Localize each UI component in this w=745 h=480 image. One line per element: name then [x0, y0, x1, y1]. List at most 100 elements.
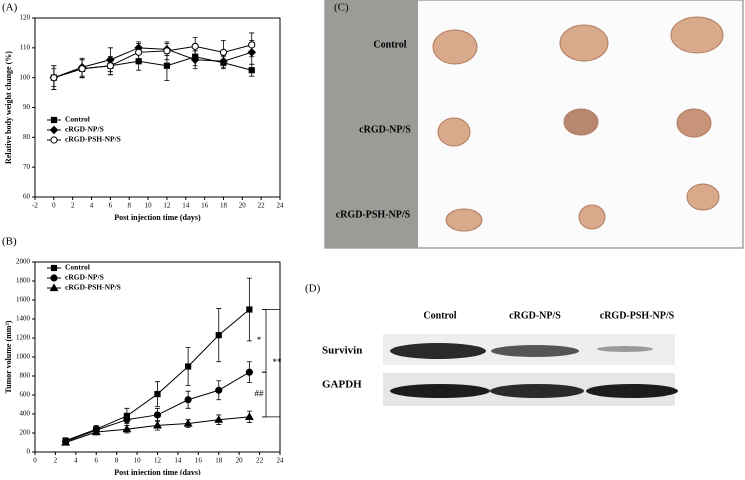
legend-marker: [50, 116, 58, 124]
significance-label: ##: [255, 389, 265, 399]
x-tick-label: 6: [109, 202, 113, 210]
legend-marker: [50, 264, 58, 272]
row-label: Survivin: [322, 345, 362, 357]
x-tick-label: 0: [33, 457, 37, 465]
marker: [153, 420, 162, 429]
x-tick-label: 14: [182, 202, 190, 210]
x-tick-label: 14: [174, 457, 182, 465]
x-tick-label: 18: [215, 457, 223, 465]
y-axis-title: Relative body weight change (%): [4, 51, 13, 164]
tumor: [437, 117, 471, 147]
marker: [219, 48, 228, 56]
marker: [248, 41, 256, 49]
x-tick-label: 20: [236, 457, 244, 465]
x-tick-label: 10: [145, 202, 153, 210]
series-line: [53, 44, 252, 79]
marker: [215, 386, 223, 394]
marker: [214, 415, 224, 423]
y-tick-label: 1200: [16, 334, 31, 342]
x-tick-label: 22: [256, 457, 264, 465]
panel-c: (C) Control cRGD-NP/S cRGD-PSH-NP/S: [324, 0, 744, 249]
band: [586, 384, 678, 398]
band: [597, 346, 653, 352]
marker: [246, 306, 253, 313]
tumor: [676, 108, 712, 138]
tumor: [670, 16, 724, 54]
y-tick-label: 400: [20, 410, 31, 418]
column-label: cRGD-NP/S: [509, 310, 561, 321]
x-tick-label: 2: [71, 202, 75, 210]
panel-label: (C): [334, 2, 349, 14]
marker: [78, 65, 86, 73]
legend-marker: [49, 283, 59, 292]
x-tick-label: 10: [134, 457, 142, 465]
x-tick-label: 8: [115, 457, 119, 465]
y-tick-label: 80: [23, 133, 31, 141]
marker: [135, 48, 143, 56]
x-tick-label: 24: [277, 457, 285, 465]
marker: [244, 412, 254, 420]
tumors: [432, 16, 724, 232]
band: [490, 384, 584, 398]
significance-label: **: [273, 357, 283, 367]
marker: [122, 424, 132, 433]
significance-label: *: [257, 335, 262, 345]
y-tick-label: 70: [23, 163, 31, 171]
y-tick-label: 100: [20, 73, 31, 81]
row-label: Control: [373, 39, 406, 50]
legend-label: cRGD-NP/S: [65, 125, 104, 134]
tumor: [686, 183, 720, 211]
legend-label: cRGD-PSH-NP/S: [65, 283, 121, 292]
legend-label: Control: [65, 115, 90, 124]
marker: [248, 67, 255, 74]
row-label: cRGD-PSH-NP/S: [336, 209, 411, 220]
marker: [153, 411, 162, 419]
marker: [191, 42, 199, 50]
marker: [61, 437, 71, 446]
y-tick-label: 800: [20, 372, 31, 380]
legend-marker: [49, 125, 59, 135]
tumor: [578, 204, 606, 230]
panel-label: (D): [305, 283, 321, 295]
row-label: GAPDH: [322, 379, 362, 391]
legend-label: Control: [65, 263, 90, 272]
marker: [91, 427, 101, 436]
x-tick-label: 16: [201, 202, 209, 210]
y-tick-label: 1000: [16, 353, 31, 361]
y-tick-label: 0: [27, 448, 31, 456]
legend-label: cRGD-NP/S: [65, 273, 104, 282]
marker: [184, 396, 192, 404]
x-tick-label: 12: [163, 202, 171, 210]
x-tick-label: 4: [74, 457, 78, 465]
y-tick-label: 2000: [16, 258, 31, 266]
y-axis-title: Tumor volume (mm³): [4, 320, 13, 393]
y-tick-label: 1600: [16, 296, 31, 304]
x-axis-title: Post injection time (days): [114, 468, 201, 475]
marker: [183, 418, 193, 427]
x-tick-label: 24: [277, 202, 285, 210]
marker: [106, 62, 114, 70]
marker: [154, 390, 161, 398]
significance-bracket: [262, 309, 281, 418]
row-label: cRGD-NP/S: [359, 124, 411, 135]
x-tick-label: 16: [195, 457, 203, 465]
marker: [123, 416, 131, 424]
legend-label: cRGD-PSH-NP/S: [65, 135, 121, 144]
marker: [215, 332, 222, 339]
photo-label-strip: [325, 0, 418, 248]
y-tick-label: 120: [20, 14, 31, 22]
x-tick-label: 22: [258, 202, 266, 210]
legend-marker: [50, 274, 58, 282]
x-tick-label: 18: [220, 202, 228, 210]
tumor: [563, 108, 599, 136]
band: [390, 343, 486, 359]
y-tick-label: 600: [20, 391, 31, 399]
plot-frame: [34, 17, 281, 198]
x-tick-label: 8: [127, 202, 131, 210]
x-tick-label: 6: [95, 457, 99, 465]
tumor: [445, 208, 483, 232]
y-tick-label: 60: [23, 193, 31, 201]
significance-bracket: [262, 309, 267, 373]
x-tick-label: -2: [32, 202, 38, 210]
panel-label: (A): [2, 2, 18, 14]
